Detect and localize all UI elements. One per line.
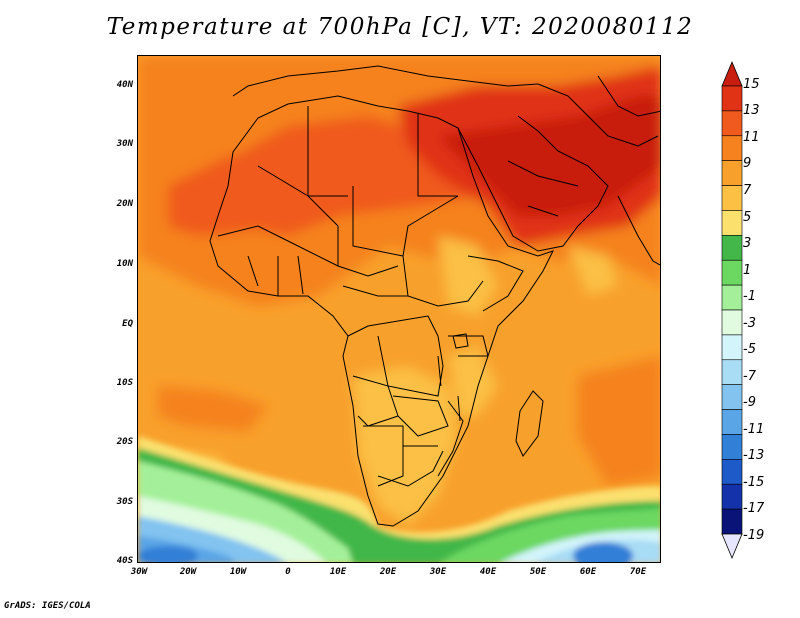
temperature-map-svg xyxy=(138,56,660,562)
colorbar-segment xyxy=(721,210,743,236)
colorbar-label-3: 3 xyxy=(743,236,752,251)
colorbar-segment xyxy=(721,284,743,311)
colorbar-label-minus5: -5 xyxy=(743,342,756,357)
colorbar-label-minus3: -3 xyxy=(743,316,756,331)
field-pale-east xyxy=(438,236,498,316)
colorbar-label-11: 11 xyxy=(743,130,760,145)
boundary-cameroon-car xyxy=(342,285,408,297)
colorbar-label-minus17: -17 xyxy=(743,501,765,516)
grads-credit: GrADS: IGES/COLA xyxy=(4,601,91,611)
colorbar-label-minus11: -11 xyxy=(743,422,765,437)
colorbar-bottom-arrow xyxy=(721,533,743,560)
colorbar-segment xyxy=(721,334,743,361)
colorbar-segment xyxy=(721,359,743,385)
colorbar-segment xyxy=(721,459,743,485)
colorbar xyxy=(721,60,743,560)
field-hottest-arabia xyxy=(438,96,660,216)
lake-malawi xyxy=(457,395,461,422)
lat-label-eq: EQ xyxy=(122,319,133,329)
colorbar-segment xyxy=(721,508,743,535)
boundary-asia xyxy=(597,75,660,117)
colorbar-segment xyxy=(721,434,743,460)
lat-label-10n: 10N xyxy=(116,259,133,269)
lon-label-20e: 20E xyxy=(379,567,397,577)
lon-label-30w: 30W xyxy=(130,567,148,577)
boundary-ethiopia xyxy=(467,255,524,312)
country-boundaries xyxy=(209,65,660,527)
madagascar-coastline xyxy=(515,390,544,457)
lon-label-10w: 10W xyxy=(229,567,247,577)
colorbar-label-minus13: -13 xyxy=(743,448,765,463)
lat-label-30s: 30S xyxy=(116,497,133,507)
colorbar-segment xyxy=(721,235,743,261)
colorbar-label-5: 5 xyxy=(743,210,752,225)
map-title: Temperature at 700hPa [C], VT: 202008011… xyxy=(106,14,694,40)
colorbar-segment xyxy=(721,259,743,286)
colorbar-label-minus19: -19 xyxy=(743,528,765,543)
field-indian-warm xyxy=(578,356,660,486)
lon-label-20w: 20W xyxy=(179,567,197,577)
field-cold-core-se xyxy=(573,542,633,562)
boundary-libya-egypt xyxy=(417,114,458,197)
colorbar-segment xyxy=(721,160,743,186)
lat-label-30n: 30N xyxy=(116,139,133,149)
lon-label-30e: 30E xyxy=(429,567,447,577)
field-west-sahara xyxy=(168,146,298,236)
colorbar-label-7: 7 xyxy=(743,183,752,198)
lon-label-10e: 10E xyxy=(329,567,347,577)
colorbar-label-13: 13 xyxy=(743,103,760,118)
lon-label-50e: 50E xyxy=(529,567,547,577)
colorbar-segment xyxy=(721,409,743,435)
boundary-congo xyxy=(347,315,439,337)
boundary-sahel xyxy=(217,225,399,277)
lat-label-20s: 20S xyxy=(116,437,133,447)
boundary-southafrica xyxy=(377,450,444,487)
colorbar-label-minus1: -1 xyxy=(743,289,756,304)
boundary-zambia xyxy=(392,395,449,437)
colorbar-label-15: 15 xyxy=(743,77,760,92)
colorbar-top-arrow xyxy=(721,60,743,87)
colorbar-segment xyxy=(721,483,743,510)
lake-victoria xyxy=(452,333,469,349)
lat-label-40n: 40N xyxy=(116,80,133,90)
boundary-tanzania-kenya xyxy=(448,335,489,357)
boundary-drc xyxy=(377,335,444,397)
colorbar-label-minus9: -9 xyxy=(743,395,756,410)
field-atlantic-warm xyxy=(158,386,268,431)
lon-label-40e: 40E xyxy=(479,567,497,577)
lat-label-20n: 20N xyxy=(116,199,133,209)
europe-coastline xyxy=(232,65,539,97)
colorbar-segment xyxy=(721,135,743,161)
colorbar-label-1: 1 xyxy=(743,263,752,278)
colorbar-segment xyxy=(721,384,743,410)
boundary-namibia-botswana xyxy=(363,425,438,487)
colorbar-segment xyxy=(721,85,743,112)
colorbar-label-minus7: -7 xyxy=(743,369,756,384)
lat-label-40s: 40S xyxy=(116,556,133,566)
lon-label-0: 0 xyxy=(285,567,291,577)
boundary-iran xyxy=(537,83,659,147)
boundary-sudan-south xyxy=(402,255,484,307)
lon-label-60e: 60E xyxy=(579,567,597,577)
boundary-mozambique xyxy=(437,400,464,477)
boundary-arabia-interior xyxy=(507,160,579,217)
lake-tanganyika xyxy=(437,355,442,387)
field-pale-ne xyxy=(568,246,618,296)
boundary-mali-niger xyxy=(257,165,339,266)
lat-label-10s: 10S xyxy=(116,378,133,388)
colorbar-segment xyxy=(721,309,743,336)
field-cold-core-sw xyxy=(138,546,198,562)
boundary-westafrica xyxy=(247,255,304,296)
lon-label-70e: 70E xyxy=(629,567,647,577)
colorbar-segment xyxy=(721,185,743,211)
colorbar-label-minus15: -15 xyxy=(743,475,765,490)
arabia-coastline xyxy=(457,115,609,252)
colorbar-segment xyxy=(721,110,743,137)
temperature-map xyxy=(137,55,661,563)
india-coastline xyxy=(617,195,660,266)
colorbar-label-9: 9 xyxy=(743,156,752,171)
